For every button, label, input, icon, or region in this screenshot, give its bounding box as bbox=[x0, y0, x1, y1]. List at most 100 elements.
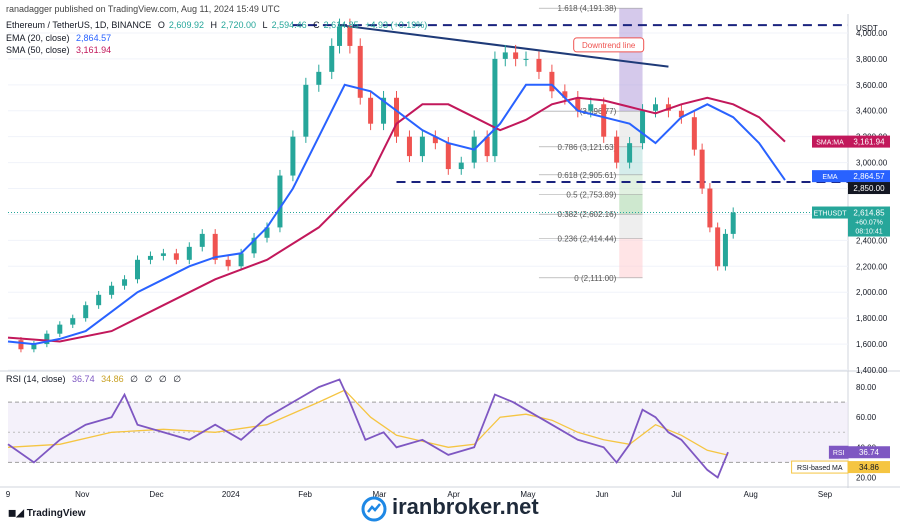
candle-body bbox=[225, 259, 231, 267]
rsi-tick-label: 80.00 bbox=[856, 383, 877, 392]
candle-body bbox=[238, 253, 244, 267]
downtrend-label: Downtrend line bbox=[582, 41, 636, 50]
price-tag-countdown: 08:10:41 bbox=[855, 229, 882, 236]
price-tag-value-bg bbox=[848, 170, 890, 183]
sma-legend[interactable]: SMA (50, close) 3,161.94 bbox=[6, 45, 115, 55]
ohlc-c-label: C bbox=[313, 20, 320, 30]
rsi-tick-label: 60.00 bbox=[856, 413, 877, 422]
sma-line bbox=[7, 96, 786, 343]
time-tick-label: Aug bbox=[744, 490, 758, 499]
candle-body bbox=[160, 253, 166, 256]
time-tick-label: 2024 bbox=[222, 490, 240, 499]
candle-body bbox=[212, 233, 218, 260]
ohlc-c: 2,614.85 bbox=[323, 20, 359, 30]
candle-body bbox=[678, 110, 684, 118]
watermark-text: iranbroker.net bbox=[392, 494, 539, 519]
price-tick-label: 2,400.00 bbox=[856, 236, 888, 245]
rsi-legend[interactable]: RSI (14, close) 36.74 34.86 ∅ ∅ ∅ ∅ bbox=[6, 374, 185, 385]
rsi-tag-value-bg bbox=[848, 461, 890, 474]
candle-body bbox=[536, 58, 542, 72]
candle-body bbox=[329, 45, 335, 72]
rsi-legend-empty-1: ∅ bbox=[130, 374, 138, 384]
price-tag-value-bg bbox=[848, 135, 890, 148]
tradingview-logo-icon: ◼◢ bbox=[8, 508, 27, 519]
candle-body bbox=[31, 344, 37, 350]
time-tick-label: Mar bbox=[372, 490, 386, 499]
candle-body bbox=[513, 52, 519, 59]
candle-body bbox=[44, 333, 50, 345]
rsi-tag-label: RSI-based MA bbox=[797, 465, 843, 472]
time-tick-label: May bbox=[520, 490, 535, 499]
price-tag-label: EMA bbox=[822, 174, 838, 181]
time-tick-label: Nov bbox=[75, 490, 89, 499]
published-note: ranadagger published on TradingView.com,… bbox=[6, 4, 280, 14]
candle-body bbox=[135, 259, 140, 280]
downtrend-line bbox=[339, 24, 669, 68]
ema-line bbox=[7, 83, 786, 346]
rsi-tag-value-bg bbox=[848, 446, 890, 459]
rsi-legend-title: RSI (14, close) bbox=[6, 374, 66, 384]
rsi-ma-line bbox=[7, 389, 729, 456]
fib-zone bbox=[619, 238, 643, 278]
price-tick-label: 3,000.00 bbox=[856, 159, 888, 168]
sma-legend-value: 3,161.94 bbox=[76, 45, 112, 55]
candle-body bbox=[264, 227, 270, 238]
price-tag-label: ETHUSDT bbox=[813, 211, 847, 218]
rsi-legend-empty-3: ∅ bbox=[158, 374, 167, 384]
candle-body bbox=[277, 175, 283, 228]
price-tick-label: 1,600.00 bbox=[856, 340, 888, 349]
candle-body bbox=[722, 233, 728, 267]
price-tag-value-bg bbox=[848, 182, 890, 195]
price-tick-label: 1,400.00 bbox=[856, 366, 888, 375]
fib-level-label: 0.786 (3,121.63) bbox=[558, 143, 617, 152]
candle-body bbox=[665, 104, 671, 111]
candle-body bbox=[458, 162, 464, 170]
ohlc-h-label: H bbox=[210, 20, 217, 30]
candle-body bbox=[601, 104, 607, 137]
price-tag-sub: +60.07% bbox=[855, 220, 883, 227]
symbol-name: Ethereum / TetherUS, 1D, BINANCE bbox=[6, 20, 152, 30]
rsi-legend-value: 36.74 bbox=[72, 374, 95, 384]
downtrend-label-box bbox=[573, 37, 645, 53]
candle-body bbox=[406, 136, 412, 157]
time-tick-label: Jul bbox=[671, 490, 681, 499]
fib-level-label: 1.618 (4,191.38) bbox=[558, 4, 617, 13]
candle-body bbox=[357, 45, 363, 98]
candle-body bbox=[347, 26, 353, 46]
tradingview-logo[interactable]: ◼◢ TradingView bbox=[8, 508, 86, 519]
price-tag-label: SMA:MA bbox=[816, 140, 844, 147]
price-tag-label-bg bbox=[812, 135, 848, 148]
fib-zone bbox=[619, 174, 643, 195]
price-tag-value: 2,614.85 bbox=[853, 209, 885, 218]
watermark-logo-icon bbox=[361, 496, 387, 522]
candle-body bbox=[122, 279, 128, 286]
candle-body bbox=[368, 97, 374, 124]
rsi-ma-legend-value: 34.86 bbox=[101, 374, 124, 384]
candle-body bbox=[394, 97, 399, 137]
candle-body bbox=[715, 227, 721, 267]
candle-body bbox=[445, 143, 451, 170]
fib-zone bbox=[619, 8, 643, 112]
candle-body bbox=[432, 136, 438, 144]
ema-legend-label: EMA (20, close) bbox=[6, 33, 70, 43]
candle-body bbox=[627, 143, 633, 163]
price-tick-label: 1,800.00 bbox=[856, 314, 888, 323]
ohlc-l-label: L bbox=[262, 20, 268, 30]
candle-body bbox=[303, 84, 309, 137]
candle-body bbox=[640, 110, 646, 144]
candle-body bbox=[707, 188, 713, 228]
candle-body bbox=[316, 71, 322, 85]
symbol-legend: Ethereum / TetherUS, 1D, BINANCE O 2,609.… bbox=[6, 20, 431, 30]
price-tag-label-bg bbox=[812, 170, 848, 183]
ema-legend-value: 2,864.57 bbox=[76, 33, 112, 43]
time-tick-label: Sep bbox=[818, 490, 833, 499]
candle-body bbox=[70, 318, 76, 325]
time-tick-label: 9 bbox=[6, 490, 11, 499]
rsi-tag-label: RSI bbox=[833, 450, 845, 457]
ema-legend[interactable]: EMA (20, close) 2,864.57 bbox=[6, 33, 115, 43]
candle-body bbox=[173, 253, 179, 260]
candle-body bbox=[588, 104, 594, 111]
candle-body bbox=[502, 52, 508, 59]
candle-body bbox=[419, 136, 425, 157]
